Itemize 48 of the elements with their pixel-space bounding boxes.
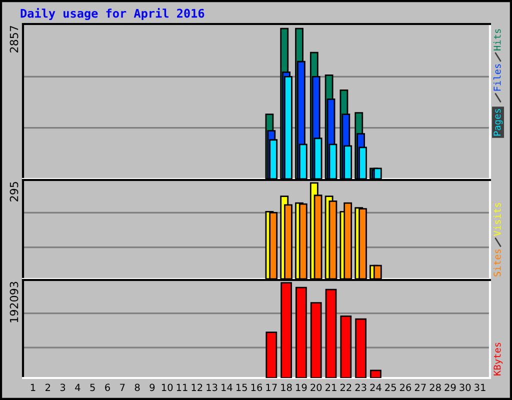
x-tick-label: 16 (251, 384, 262, 392)
x-tick-label: 13 (206, 384, 218, 392)
x-tick-label: 29 (444, 384, 456, 392)
bar (266, 332, 278, 378)
x-tick-label: 12 (192, 384, 202, 391)
x-tick-label: 11 (176, 384, 188, 391)
text: Files (493, 64, 501, 91)
x-tick-label: 17 (266, 384, 277, 391)
x-tick-label: 30 (460, 384, 471, 392)
x-tick-label: 1 (30, 384, 36, 391)
x-tick-label: 5 (90, 384, 95, 392)
x-tick-label: 28 (430, 384, 441, 392)
x-tick-label: 22 (340, 384, 352, 391)
bar (340, 315, 352, 378)
bar (310, 302, 322, 378)
x-tick-label: 10 (162, 384, 173, 392)
x-tick-label: 21 (326, 384, 336, 391)
x-tick-label: 24 (370, 384, 382, 391)
bar (296, 286, 307, 378)
x-tick-label: 25 (385, 384, 396, 392)
text: 2857 (10, 26, 18, 52)
x-tick-label: 8 (134, 384, 140, 392)
text: Sites (493, 250, 501, 276)
x-tick-label: 27 (414, 384, 426, 391)
x-tick-label: 20 (310, 384, 322, 392)
text: KBytes (494, 342, 503, 376)
text: Hits (493, 29, 501, 50)
x-tick-label: 3 (60, 384, 66, 392)
x-tick-label: 9 (150, 384, 155, 392)
x-tick-label: 2 (46, 384, 50, 391)
text: Pages (494, 109, 503, 136)
text: 295 (10, 182, 18, 202)
x-tick-label: 14 (222, 384, 232, 391)
bar (370, 370, 382, 378)
chart-title: Daily usage for April 2016 (20, 8, 204, 20)
x-tick-label: 31 (474, 384, 486, 392)
bar (355, 318, 366, 378)
text: 192093 (10, 282, 18, 322)
text: Visits (493, 203, 501, 236)
bar (325, 288, 337, 378)
x-tick-label: 19 (296, 384, 307, 392)
x-tick-label: 23 (355, 384, 366, 392)
x-tick-label: 7 (120, 384, 125, 391)
x-tick-label: 15 (236, 384, 247, 392)
x-tick-label: 4 (75, 384, 80, 391)
x-tick-label: 18 (281, 384, 292, 392)
x-tick-label: 26 (400, 384, 412, 392)
x-tick-label: 6 (105, 384, 110, 392)
